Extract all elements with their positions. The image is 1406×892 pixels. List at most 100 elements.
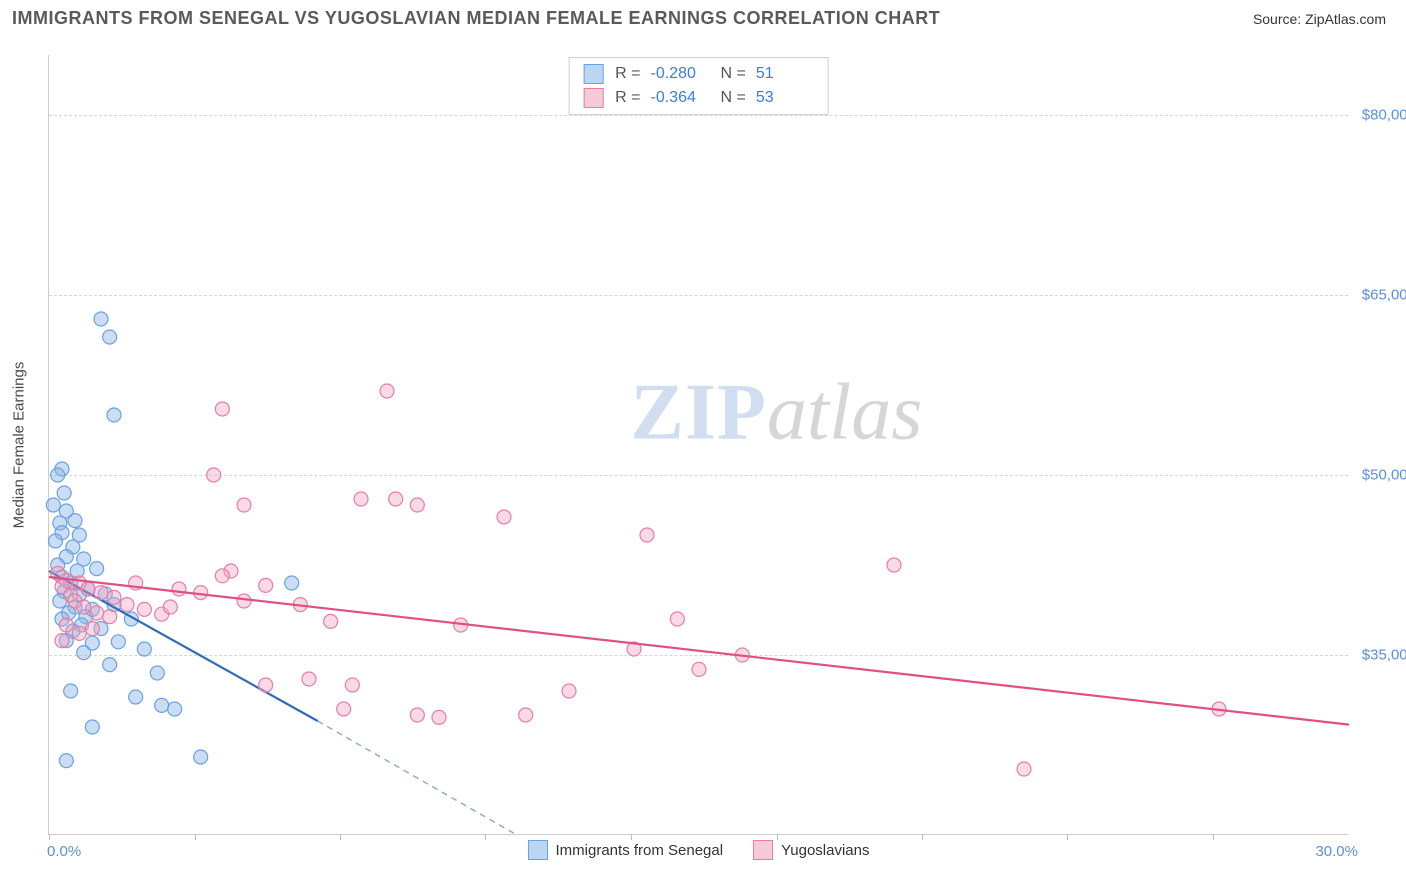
x-axis-max-label: 30.0%	[1315, 843, 1358, 860]
legend-swatch-0	[583, 64, 603, 84]
title-bar: IMMIGRANTS FROM SENEGAL VS YUGOSLAVIAN M…	[0, 0, 1406, 33]
scatter-point-senegal	[111, 635, 125, 649]
trend-line-yugoslavians	[49, 577, 1349, 725]
scatter-point-senegal	[68, 514, 82, 528]
scatter-point-yugoslavians	[640, 528, 654, 542]
scatter-point-senegal	[103, 658, 117, 672]
scatter-point-yugoslavians	[354, 492, 368, 506]
source-name: ZipAtlas.com	[1305, 11, 1386, 27]
series-swatch-1	[753, 840, 773, 860]
scatter-point-yugoslavians	[137, 602, 151, 616]
x-tick	[922, 834, 923, 840]
scatter-point-yugoslavians	[81, 582, 95, 596]
r-value-1: -0.364	[651, 86, 709, 110]
scatter-point-yugoslavians	[380, 384, 394, 398]
scatter-point-senegal	[49, 534, 63, 548]
scatter-point-yugoslavians	[237, 594, 251, 608]
scatter-point-senegal	[107, 408, 121, 422]
y-axis-label: Median Female Earnings	[11, 361, 28, 528]
scatter-point-senegal	[194, 750, 208, 764]
scatter-point-senegal	[90, 562, 104, 576]
chart-title: IMMIGRANTS FROM SENEGAL VS YUGOSLAVIAN M…	[12, 8, 940, 29]
scatter-point-yugoslavians	[410, 498, 424, 512]
series-swatch-0	[528, 840, 548, 860]
scatter-point-yugoslavians	[497, 510, 511, 524]
scatter-point-yugoslavians	[207, 468, 221, 482]
scatter-point-yugoslavians	[90, 606, 104, 620]
scatter-point-yugoslavians	[215, 402, 229, 416]
scatter-point-yugoslavians	[120, 598, 134, 612]
scatter-point-yugoslavians	[55, 634, 69, 648]
y-tick-label: $65,000	[1362, 287, 1406, 304]
scatter-point-senegal	[150, 666, 164, 680]
scatter-point-yugoslavians	[670, 612, 684, 626]
scatter-point-senegal	[94, 312, 108, 326]
y-tick-label: $35,000	[1362, 647, 1406, 664]
x-tick	[485, 834, 486, 840]
scatter-point-yugoslavians	[215, 569, 229, 583]
scatter-point-yugoslavians	[85, 622, 99, 636]
scatter-point-yugoslavians	[519, 708, 533, 722]
scatter-point-yugoslavians	[887, 558, 901, 572]
trend-line-dash-senegal	[318, 721, 517, 835]
scatter-point-yugoslavians	[692, 662, 706, 676]
scatter-point-yugoslavians	[163, 600, 177, 614]
source-attribution: Source: ZipAtlas.com	[1253, 11, 1386, 27]
n-value-0: 51	[756, 62, 814, 86]
r-value-0: -0.280	[651, 62, 709, 86]
source-prefix: Source:	[1253, 11, 1305, 27]
series-label-0: Immigrants from Senegal	[556, 842, 724, 859]
scatter-point-senegal	[57, 486, 71, 500]
scatter-point-yugoslavians	[59, 618, 73, 632]
stats-legend-row-0: R = -0.280 N = 51	[583, 62, 814, 86]
y-tick-label: $80,000	[1362, 107, 1406, 124]
scatter-point-senegal	[103, 330, 117, 344]
n-label-1: N =	[721, 86, 746, 110]
scatter-point-senegal	[51, 468, 65, 482]
scatter-point-yugoslavians	[172, 582, 186, 596]
scatter-point-yugoslavians	[259, 578, 273, 592]
scatter-point-senegal	[129, 690, 143, 704]
x-tick	[1213, 834, 1214, 840]
scatter-point-yugoslavians	[77, 600, 91, 614]
x-tick	[49, 834, 50, 840]
n-value-1: 53	[756, 86, 814, 110]
y-tick-label: $50,000	[1362, 467, 1406, 484]
r-label-1: R =	[615, 86, 640, 110]
series-legend: Immigrants from Senegal Yugoslavians	[528, 840, 870, 860]
scatter-point-senegal	[137, 642, 151, 656]
scatter-point-yugoslavians	[324, 614, 338, 628]
scatter-plot-svg	[49, 55, 1348, 834]
scatter-point-senegal	[46, 498, 60, 512]
scatter-point-senegal	[59, 754, 73, 768]
scatter-point-yugoslavians	[337, 702, 351, 716]
series-legend-item-1: Yugoslavians	[753, 840, 869, 860]
scatter-point-yugoslavians	[103, 610, 117, 624]
scatter-point-yugoslavians	[345, 678, 359, 692]
scatter-point-yugoslavians	[389, 492, 403, 506]
scatter-point-yugoslavians	[72, 626, 86, 640]
x-tick	[195, 834, 196, 840]
scatter-point-senegal	[64, 684, 78, 698]
stats-legend-row-1: R = -0.364 N = 53	[583, 86, 814, 110]
chart-plot-area: Median Female Earnings $35,000$50,000$65…	[48, 55, 1348, 835]
scatter-point-senegal	[285, 576, 299, 590]
series-legend-item-0: Immigrants from Senegal	[528, 840, 724, 860]
r-label-0: R =	[615, 62, 640, 86]
x-tick	[340, 834, 341, 840]
series-label-1: Yugoslavians	[781, 842, 869, 859]
scatter-point-yugoslavians	[432, 710, 446, 724]
n-label-0: N =	[721, 62, 746, 86]
scatter-point-senegal	[168, 702, 182, 716]
scatter-point-yugoslavians	[562, 684, 576, 698]
scatter-point-yugoslavians	[259, 678, 273, 692]
legend-swatch-1	[583, 88, 603, 108]
x-axis-min-label: 0.0%	[47, 843, 81, 860]
x-tick	[1067, 834, 1068, 840]
stats-legend-box: R = -0.280 N = 51 R = -0.364 N = 53	[568, 57, 829, 115]
scatter-point-senegal	[155, 698, 169, 712]
scatter-point-yugoslavians	[1017, 762, 1031, 776]
scatter-point-yugoslavians	[410, 708, 424, 722]
scatter-point-yugoslavians	[237, 498, 251, 512]
scatter-point-senegal	[77, 646, 91, 660]
